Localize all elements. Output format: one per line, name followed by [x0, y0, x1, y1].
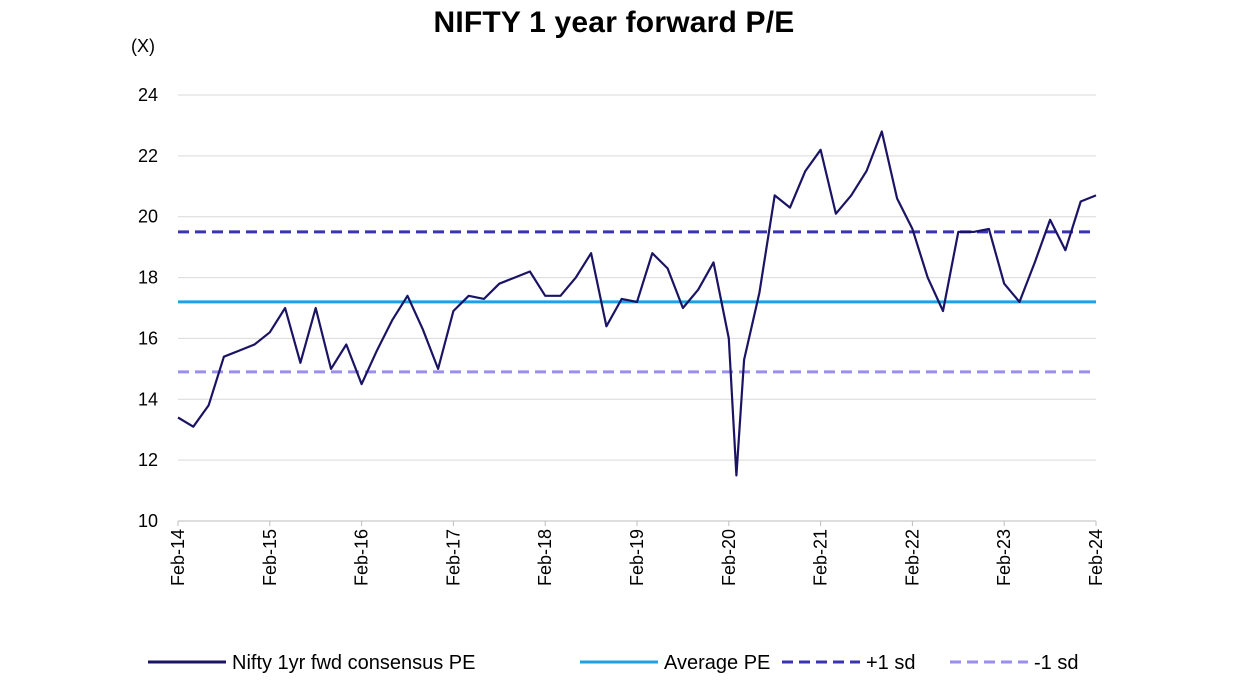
x-tick-label-Feb-18: Feb-18	[535, 529, 555, 586]
x-tick-label-Feb-24: Feb-24	[1086, 529, 1106, 586]
x-tick-label-Feb-16: Feb-16	[352, 529, 372, 586]
y-tick-label-16: 16	[138, 328, 158, 348]
x-tick-label-Feb-22: Feb-22	[902, 529, 922, 586]
y-tick-label-10: 10	[138, 511, 158, 531]
y-tick-label-14: 14	[138, 389, 158, 409]
x-tick-label-Feb-15: Feb-15	[260, 529, 280, 586]
x-tick-label-Feb-23: Feb-23	[994, 529, 1014, 586]
legend: Nifty 1yr fwd consensus PE Average PE +1 s…	[148, 652, 1078, 674]
x-tick-label-Feb-14: Feb-14	[168, 529, 188, 586]
legend-label--1-sd: -1 sd	[1034, 652, 1078, 674]
y-axis: 10 12 14 16 18 20 22 24	[138, 85, 158, 531]
legend-label--1-sd: +1 sd	[866, 652, 915, 674]
x-tick-label-Feb-17: Feb-17	[443, 529, 463, 586]
legend-label-average-pe: Average PE	[664, 652, 770, 674]
y-tick-label-24: 24	[138, 85, 158, 105]
y-tick-label-12: 12	[138, 450, 158, 470]
x-tick-label-Feb-21: Feb-21	[811, 529, 831, 586]
y-tick-label-22: 22	[138, 146, 158, 166]
series-line-nifty-pe	[177, 130, 1097, 477]
x-tick-label-Feb-19: Feb-19	[627, 529, 647, 586]
y-tick-label-18: 18	[138, 268, 158, 288]
legend-label-nifty-1yr-fwd-consensus-pe: Nifty 1yr fwd consensus PE	[232, 652, 475, 674]
chart-title: NIFTY 1 year forward P/E	[433, 6, 795, 39]
grid-lines	[178, 94, 1096, 461]
y-axis-unit: (X)	[131, 36, 155, 56]
y-tick-label-20: 20	[138, 207, 158, 227]
series-lines	[177, 130, 1097, 477]
x-tick-label-Feb-20: Feb-20	[719, 529, 739, 586]
x-axis: Feb-14 Feb-15 Feb-16 Feb-17 Feb-18 Feb-19 Feb-…	[168, 521, 1106, 586]
